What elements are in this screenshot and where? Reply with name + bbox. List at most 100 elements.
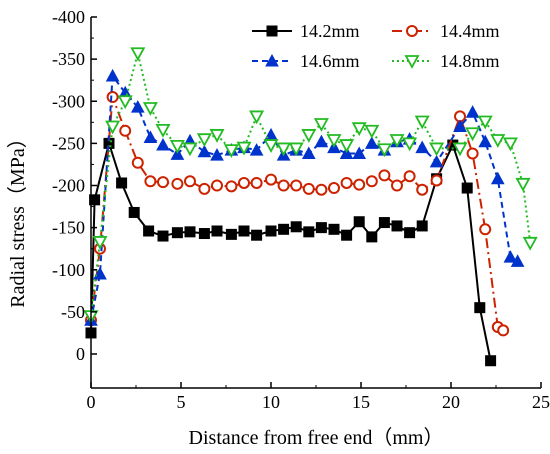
data-point <box>479 223 492 236</box>
series-14.8mm <box>83 47 538 324</box>
data-point <box>119 124 132 137</box>
data-point <box>277 179 290 192</box>
series-line <box>90 73 519 321</box>
data-point <box>170 147 185 160</box>
data-point <box>353 178 366 191</box>
y-tick-label: 0 <box>76 344 85 364</box>
y-tick-label: -300 <box>52 91 85 111</box>
y-tick-label: -100 <box>52 260 85 280</box>
data-point <box>453 119 467 133</box>
data-point <box>157 230 169 242</box>
data-point <box>485 355 497 367</box>
data-point <box>249 110 265 125</box>
y-axis-title: Radial stress（MPa） <box>6 128 29 307</box>
data-point <box>351 122 367 137</box>
data-point <box>290 179 303 192</box>
data-point <box>143 225 155 237</box>
data-point <box>128 206 140 218</box>
data-point <box>328 182 340 195</box>
data-point <box>416 183 429 196</box>
data-point <box>391 220 403 232</box>
series-line <box>90 52 532 317</box>
series-14.4mm <box>85 91 510 337</box>
data-point <box>182 142 198 157</box>
data-point <box>251 229 263 241</box>
x-tick-label: 20 <box>442 392 460 412</box>
data-point <box>288 142 304 157</box>
data-point <box>209 129 225 143</box>
data-point <box>416 220 428 232</box>
legend: 14.2mm 14.4mm 14.6mm 14.8mm <box>252 21 500 71</box>
data-point <box>156 138 170 151</box>
data-point <box>143 130 158 143</box>
data-point <box>353 216 365 228</box>
data-point <box>490 134 506 148</box>
data-point <box>474 302 486 314</box>
data-point <box>430 174 443 187</box>
data-point <box>225 228 237 240</box>
data-point <box>466 147 479 160</box>
data-point <box>339 139 355 153</box>
data-point <box>366 231 378 243</box>
data-point <box>130 100 145 113</box>
data-point <box>105 68 120 82</box>
data-point <box>365 175 378 188</box>
legend-marker <box>404 55 420 69</box>
data-point <box>169 140 185 154</box>
data-point <box>326 134 342 148</box>
legend-label: 14.4mm <box>440 21 500 41</box>
data-point <box>364 136 379 149</box>
data-point <box>155 123 171 138</box>
data-point <box>223 144 239 158</box>
data-point <box>238 176 250 189</box>
data-point <box>404 227 416 239</box>
y-tick-label: -150 <box>52 218 85 238</box>
plot-layer <box>83 47 538 367</box>
data-point <box>105 120 121 135</box>
data-point <box>402 137 418 152</box>
data-point <box>198 228 210 240</box>
data-point <box>184 175 196 188</box>
data-point <box>117 95 133 110</box>
data-point <box>106 91 119 104</box>
data-point <box>452 142 468 157</box>
data-point <box>490 171 505 185</box>
data-point <box>211 179 223 192</box>
data-point <box>302 182 315 195</box>
data-point <box>157 176 169 189</box>
data-point <box>465 105 480 118</box>
data-point <box>414 115 430 130</box>
data-point <box>210 148 224 161</box>
data-point <box>116 177 128 189</box>
series-14.2mm <box>85 137 497 367</box>
data-point <box>352 146 367 159</box>
legend-entry: 14.4mm <box>392 21 500 41</box>
data-point <box>250 176 263 189</box>
data-point <box>301 146 316 159</box>
x-tick-label: 25 <box>532 392 550 412</box>
data-point <box>465 127 481 142</box>
series-line <box>90 96 504 332</box>
legend-marker <box>265 53 279 67</box>
data-point <box>340 176 353 189</box>
data-point <box>93 266 107 280</box>
data-point <box>403 170 416 183</box>
data-point <box>278 223 290 235</box>
data-point <box>142 102 158 116</box>
data-point <box>131 156 144 169</box>
y-tick-label: -50 <box>61 302 85 322</box>
data-point <box>171 227 183 239</box>
data-point <box>376 143 392 158</box>
data-point <box>378 217 390 229</box>
data-point <box>265 173 277 186</box>
x-tick-label: 10 <box>262 392 280 412</box>
data-point <box>249 143 264 156</box>
data-point <box>198 182 211 195</box>
x-tick-label: 5 <box>177 392 186 412</box>
data-point <box>236 141 252 156</box>
data-point <box>313 118 329 132</box>
data-point <box>497 324 510 337</box>
data-point <box>303 226 315 238</box>
data-point <box>339 146 354 159</box>
